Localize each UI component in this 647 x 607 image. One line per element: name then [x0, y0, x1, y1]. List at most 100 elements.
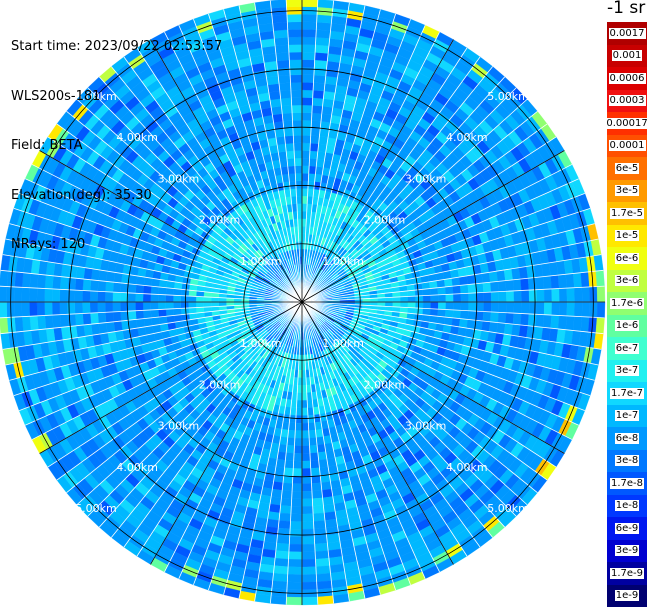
range-gate-cell — [310, 135, 320, 144]
range-gate-cell — [315, 37, 330, 47]
range-gate-cell — [497, 280, 507, 292]
range-gate-cell — [444, 309, 454, 319]
range-gate-cell — [14, 271, 24, 288]
range-gate-cell — [301, 506, 314, 515]
range-gate-cell — [278, 74, 291, 84]
range-gate-cell — [301, 400, 308, 409]
range-gate-cell — [89, 301, 98, 314]
range-gate-cell — [301, 165, 310, 174]
range-gate-cell — [301, 51, 316, 61]
range-gate-cell — [301, 173, 309, 182]
range-gate-cell — [301, 543, 316, 553]
range-gate-cell — [315, 565, 331, 575]
range-gate-cell — [308, 158, 318, 167]
range-gate-cell — [272, 21, 288, 31]
range-gate-cell — [82, 312, 92, 326]
range-gate-cell — [319, 466, 330, 476]
range-gate-cell — [512, 278, 522, 292]
range-gate-cell — [318, 458, 329, 468]
range-gate-cell — [513, 290, 522, 303]
range-gate-cell — [283, 467, 294, 477]
range-gate-cell — [580, 316, 590, 333]
range-gate-cell — [521, 301, 530, 315]
range-gate-cell — [291, 498, 303, 507]
range-gate-cell — [97, 301, 106, 313]
range-gate-cell — [290, 513, 303, 522]
range-gate-cell — [301, 445, 311, 454]
range-gate-cell — [271, 580, 288, 590]
range-gate-cell — [285, 596, 303, 606]
range-gate-cell — [37, 315, 47, 330]
range-gate-cell — [301, 97, 313, 106]
range-gate-cell — [289, 59, 303, 68]
range-gate-cell — [21, 272, 31, 288]
range-gate-cell — [301, 521, 315, 530]
range-gate-cell — [288, 173, 296, 182]
range-gate-cell — [301, 44, 316, 53]
range-gate-cell — [284, 460, 294, 469]
range-gate-cell — [308, 165, 317, 175]
range-gate-cell — [314, 44, 330, 54]
range-gate-cell — [512, 312, 522, 326]
range-ring-label: 5.00km — [75, 502, 117, 515]
range-gate-cell — [82, 290, 91, 303]
range-gate-cell — [44, 301, 53, 316]
range-gate-cell — [287, 165, 296, 175]
range-gate-cell — [270, 595, 287, 605]
colorbar-level: 1e-5 — [607, 224, 647, 247]
range-gate-cell — [559, 287, 568, 303]
range-gate-cell — [105, 311, 114, 323]
range-gate-cell — [59, 301, 68, 315]
range-gate-cell — [595, 270, 605, 287]
range-gate-cell — [466, 319, 476, 330]
range-gate-cell — [320, 113, 332, 123]
range-gate-cell — [314, 52, 329, 62]
colorbar-level: 6e-5 — [607, 157, 647, 180]
range-gate-cell — [490, 291, 500, 303]
range-gate-cell — [135, 310, 144, 320]
range-gate-cell — [316, 573, 332, 583]
range-gate-cell — [276, 535, 290, 545]
range-ring-label: 5.00km — [487, 90, 529, 103]
range-gate-cell — [498, 301, 507, 313]
range-gate-cell — [112, 291, 121, 303]
range-gate-cell — [422, 308, 431, 316]
range-gate-cell — [21, 316, 31, 332]
range-gate-cell — [301, 36, 317, 45]
range-gate-cell — [595, 317, 605, 334]
range-gate-cell — [285, 452, 295, 462]
range-gate-cell — [293, 142, 303, 151]
range-gate-cell — [291, 97, 303, 106]
colorbar-level-label: 3e-5 — [614, 185, 640, 197]
range-gate-cell — [278, 512, 292, 522]
range-gate-cell — [180, 301, 189, 309]
range-gate-cell — [467, 310, 477, 321]
range-gate-cell — [150, 285, 160, 295]
range-gate-cell — [274, 44, 290, 54]
range-gate-cell — [287, 29, 303, 38]
range-gate-cell — [313, 74, 326, 84]
range-gate-cell — [312, 82, 326, 92]
range-gate-cell — [98, 322, 108, 335]
range-gate-cell — [482, 282, 492, 293]
range-gate-cell — [313, 527, 327, 537]
range-gate-cell — [458, 318, 468, 329]
range-gate-cell — [150, 309, 160, 319]
range-gate-cell — [291, 104, 303, 114]
range-gate-cell — [520, 313, 530, 326]
range-gate-cell — [312, 512, 326, 522]
range-gate-cell — [195, 296, 204, 303]
range-gate-cell — [295, 415, 303, 424]
range-gate-cell — [301, 13, 318, 23]
range-gate-cell — [291, 490, 303, 500]
range-gate-cell — [290, 89, 303, 98]
range-gate-cell — [301, 392, 308, 401]
range-gate-cell — [135, 301, 144, 311]
range-gate-cell — [67, 277, 77, 291]
range-gate-cell — [542, 275, 552, 290]
range-gate-cell — [296, 392, 303, 401]
range-gate-cell — [407, 301, 416, 309]
range-gate-cell — [430, 294, 439, 303]
colorbar-level-label: 6e-6 — [614, 252, 640, 264]
colorbar-level-label: 3e-6 — [614, 275, 640, 287]
